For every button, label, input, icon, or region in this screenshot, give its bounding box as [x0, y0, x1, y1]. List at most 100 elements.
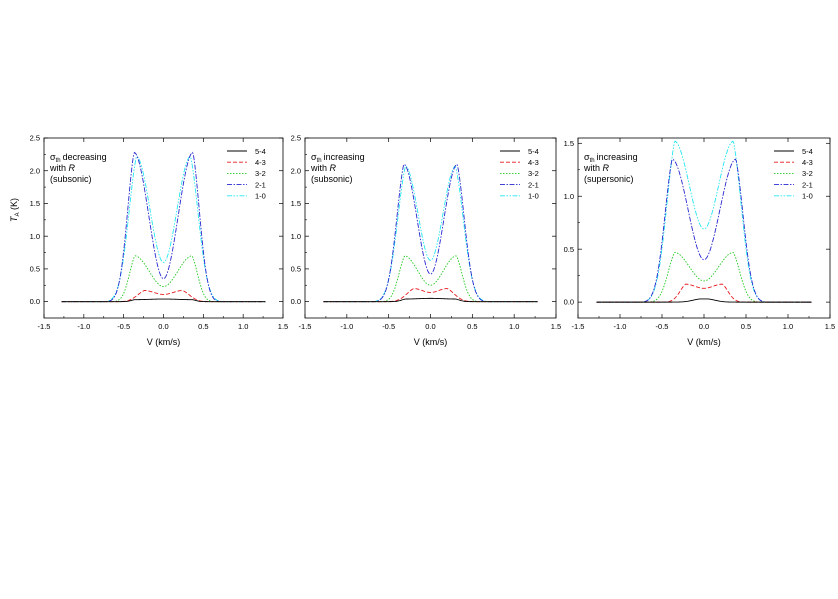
y-tick-label: 0.0 [30, 297, 40, 306]
annotation-word: decreasing [63, 152, 107, 162]
y-tick-label: 1.5 [30, 199, 40, 208]
annotation-line-3: (subsonic) [311, 174, 353, 184]
chart-panel-2: -1.5 -1.0 -0.5 0.0 0.5 1.0 1.5 0.0 0.5 1.0 1.5 2.0 2… [291, 134, 562, 347]
x-tick-label: 1.5 [551, 322, 561, 331]
annotation-line-3: (subsonic) [50, 174, 92, 184]
annotation-line-1: σth decreasing [50, 152, 107, 164]
y-tick-label: 0.5 [564, 245, 574, 254]
x-tick-label: 0.5 [741, 322, 751, 331]
series-line-2-1 [61, 151, 266, 303]
y-tick-label: 1.0 [564, 192, 574, 201]
chart-panel-3: -1.5 -1.0 -0.5 0.0 0.5 1.0 1.5 0.0 0.5 1.0 1.5 V (k… [564, 137, 835, 347]
legend-label-5-4: 5-4 [528, 147, 539, 156]
annotation-word: increasing [597, 152, 638, 162]
annotation-r: R [69, 163, 76, 173]
series-line-3-2 [323, 255, 538, 303]
x-tick-label: 0.0 [158, 322, 168, 331]
x-tick-label: -1.5 [299, 322, 312, 331]
legend-label-3-2: 3-2 [528, 169, 539, 178]
series-line-1-0 [596, 140, 812, 303]
x-axis-label: V (km/s) [414, 337, 448, 347]
x-tick-label: 1.0 [783, 322, 793, 331]
series-line-5-4 [61, 298, 266, 303]
y-tick-label: 0.5 [291, 265, 301, 274]
plot-frame [43, 137, 284, 319]
series-line-3-2 [596, 251, 812, 303]
y-axis-label-unit: (K) [9, 198, 19, 213]
series-line-1-0 [61, 155, 266, 303]
legend-label-2-1: 2-1 [802, 180, 813, 189]
y-axis-label-subscript: A [15, 212, 21, 216]
annotation-sigma: σ [311, 152, 317, 162]
x-tick-label: -0.5 [656, 322, 669, 331]
x-tick-label: -1.5 [572, 322, 585, 331]
legend-label-3-2: 3-2 [255, 169, 266, 178]
legend-label-2-1: 2-1 [255, 180, 266, 189]
y-tick-label: 0.0 [564, 298, 574, 307]
y-tick-label: 0.0 [291, 297, 301, 306]
annotation-subscript: th [590, 158, 595, 164]
annotation-line-2: with R [310, 163, 337, 173]
series-line-4-3 [61, 290, 266, 303]
x-tick-label: -1.0 [77, 322, 90, 331]
x-tick-label: -0.5 [382, 322, 395, 331]
annotation-subscript: th [56, 158, 61, 164]
annotation-r: R [603, 163, 610, 173]
x-tick-label: -0.5 [117, 322, 130, 331]
series-line-4-3 [323, 288, 538, 303]
annotation-with: with [583, 163, 603, 173]
x-tick-label: 1.0 [238, 322, 248, 331]
x-tick-label: 0.0 [425, 322, 435, 331]
legend-label-4-3: 4-3 [528, 158, 539, 167]
annotation-with: with [310, 163, 330, 173]
annotation-sigma: σ [584, 152, 590, 162]
legend-label-3-2: 3-2 [802, 169, 813, 178]
plot-frame [577, 137, 831, 319]
annotation-line-2: with R [583, 163, 610, 173]
legend-label-4-3: 4-3 [255, 158, 266, 167]
y-axis-label: TA (K) [9, 198, 21, 222]
legend-label-5-4: 5-4 [255, 147, 266, 156]
x-tick-label: 1.5 [825, 322, 835, 331]
annotation-word: increasing [324, 152, 365, 162]
series-line-5-4 [323, 297, 538, 303]
y-axis-label-symbol: T [9, 215, 19, 222]
annotation-line-1: σth increasing [311, 152, 365, 164]
x-axis-label: V (km/s) [687, 337, 721, 347]
annotation-with: with [49, 163, 69, 173]
chart-panel-1: -1.5 -1.0 -0.5 0.0 0.5 1.0 1.5 0.0 0.5 1.0 1.5 2.0 2… [9, 134, 288, 347]
y-tick-label: 1.5 [291, 199, 301, 208]
y-tick-label: 0.5 [30, 265, 40, 274]
x-tick-label: 0.5 [467, 322, 477, 331]
legend-label-2-1: 2-1 [528, 180, 539, 189]
y-tick-label: 2.5 [30, 134, 40, 143]
x-axis-label: V (km/s) [147, 337, 181, 347]
x-tick-label: -1.0 [614, 322, 627, 331]
annotation-sigma: σ [50, 152, 56, 162]
y-tick-label: 1.0 [30, 232, 40, 241]
annotation-line-3: (supersonic) [584, 174, 634, 184]
legend-label-1-0: 1-0 [528, 192, 539, 201]
annotation-r: R [330, 163, 337, 173]
y-tick-label: 1.0 [291, 232, 301, 241]
annotation-line-1: σth increasing [584, 152, 638, 164]
y-tick-label: 2.0 [30, 166, 40, 175]
annotation-line-2: with R [49, 163, 76, 173]
x-tick-label: -1.5 [38, 322, 51, 331]
series-line-5-4 [596, 298, 812, 303]
x-tick-label: -1.0 [340, 322, 353, 331]
annotation-subscript: th [317, 158, 322, 164]
y-tick-label: 2.5 [291, 134, 301, 143]
series-line-2-1 [323, 163, 538, 303]
legend-label-1-0: 1-0 [255, 192, 266, 201]
legend-label-5-4: 5-4 [802, 147, 813, 156]
plot-frame [304, 137, 557, 319]
y-tick-label: 1.5 [564, 139, 574, 148]
legend-label-4-3: 4-3 [802, 158, 813, 167]
x-tick-label: 1.0 [509, 322, 519, 331]
x-tick-label: 1.5 [278, 322, 288, 331]
legend-label-1-0: 1-0 [802, 192, 813, 201]
series-line-4-3 [596, 283, 812, 303]
x-tick-label: 0.5 [198, 322, 208, 331]
